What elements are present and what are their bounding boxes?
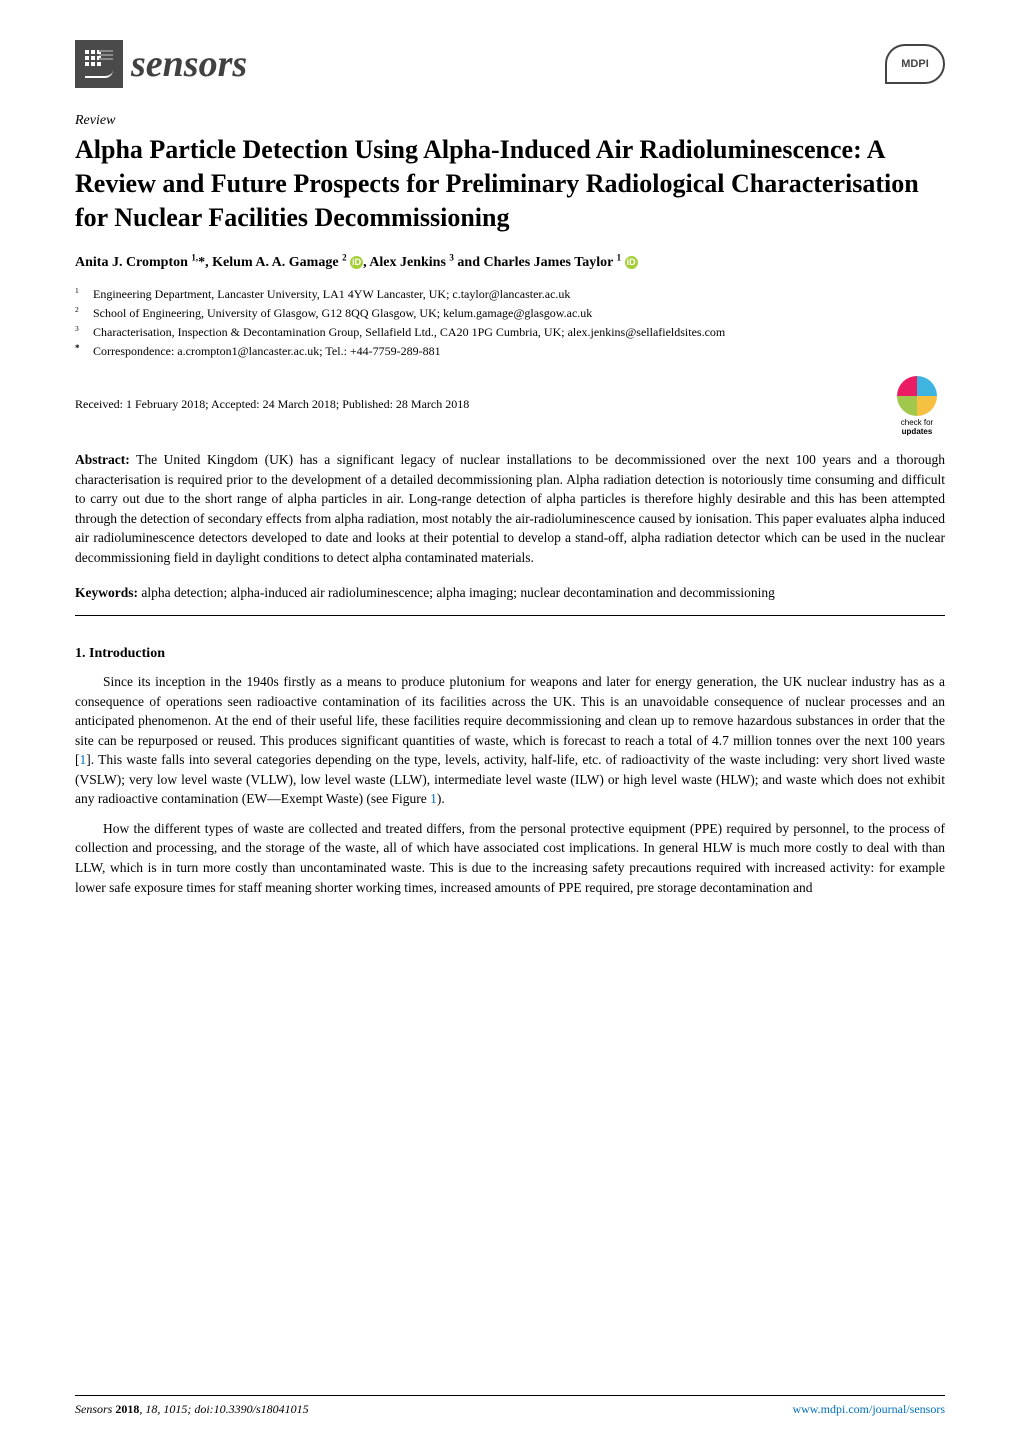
affiliation-text: Characterisation, Inspection & Decontami…: [93, 323, 725, 341]
orcid-icon[interactable]: iD: [350, 256, 363, 269]
section-heading: 1. Introduction: [75, 646, 945, 662]
affiliation-number: 3: [75, 324, 79, 333]
header-row: sensors MDPI: [75, 40, 945, 88]
dates-row: Received: 1 February 2018; Accepted: 24 …: [75, 376, 945, 432]
body-paragraph: Since its inception in the 1940s firstly…: [75, 672, 945, 809]
abstract-label: Abstract:: [75, 452, 130, 467]
footer-url[interactable]: www.mdpi.com/journal/sensors: [792, 1402, 945, 1417]
check-updates-label: check for updates: [889, 418, 945, 436]
correspondence-row: * Correspondence: a.crompton1@lancaster.…: [93, 342, 945, 360]
keywords-label: Keywords:: [75, 585, 138, 600]
check-updates-badge[interactable]: check for updates: [889, 376, 945, 432]
authors-line: Anita J. Crompton 1,*, Kelum A. A. Gamag…: [75, 252, 945, 271]
keywords-text: alpha detection; alpha-induced air radio…: [141, 585, 775, 600]
section-divider: [75, 615, 945, 616]
journal-logo: sensors: [75, 40, 247, 88]
affiliation-text: Engineering Department, Lancaster Univer…: [93, 285, 570, 303]
check-updates-icon: [897, 376, 937, 416]
mdpi-logo-icon: MDPI: [885, 44, 945, 84]
orcid-icon[interactable]: iD: [625, 256, 638, 269]
abstract-text: The United Kingdom (UK) has a significan…: [75, 452, 945, 565]
mdpi-text: MDPI: [901, 58, 929, 70]
check-updates-line1: check for: [901, 418, 933, 427]
footer-year: 2018: [115, 1402, 139, 1416]
footer-journal: Sensors: [75, 1402, 115, 1416]
publication-dates: Received: 1 February 2018; Accepted: 24 …: [75, 397, 469, 412]
journal-name: sensors: [131, 42, 247, 86]
body-paragraph: How the different types of waste are col…: [75, 819, 945, 897]
affiliation-text: School of Engineering, University of Gla…: [93, 304, 592, 322]
affiliation-row: 1 Engineering Department, Lancaster Univ…: [93, 285, 945, 303]
affiliation-row: 2 School of Engineering, University of G…: [93, 304, 945, 322]
affiliation-number: 1: [75, 286, 79, 295]
para-text: ).: [437, 791, 445, 806]
abstract-paragraph: Abstract: The United Kingdom (UK) has a …: [75, 450, 945, 567]
affiliations-block: 1 Engineering Department, Lancaster Univ…: [75, 285, 945, 360]
figure-link[interactable]: 1: [430, 791, 437, 806]
authors-part2: , Alex Jenkins 3 and Charles James Taylo…: [363, 255, 625, 270]
page-footer: Sensors 2018, 18, 1015; doi:10.3390/s180…: [75, 1395, 945, 1417]
affiliation-row: 3 Characterisation, Inspection & Deconta…: [93, 323, 945, 341]
footer-left: Sensors 2018, 18, 1015; doi:10.3390/s180…: [75, 1402, 309, 1417]
article-title: Alpha Particle Detection Using Alpha-Ind…: [75, 133, 945, 234]
article-type: Review: [75, 113, 945, 129]
correspondence-symbol: *: [75, 343, 80, 353]
sensors-icon: [75, 40, 123, 88]
correspondence-text: Correspondence: a.crompton1@lancaster.ac…: [93, 342, 441, 360]
affiliation-number: 2: [75, 305, 79, 314]
authors-part1: Anita J. Crompton 1,*, Kelum A. A. Gamag…: [75, 255, 350, 270]
keywords-paragraph: Keywords: alpha detection; alpha-induced…: [75, 583, 945, 603]
footer-citation: , 18, 1015; doi:10.3390/s18041015: [139, 1402, 308, 1416]
check-updates-line2: updates: [902, 427, 933, 436]
para-text: ]. This waste falls into several categor…: [75, 752, 945, 806]
